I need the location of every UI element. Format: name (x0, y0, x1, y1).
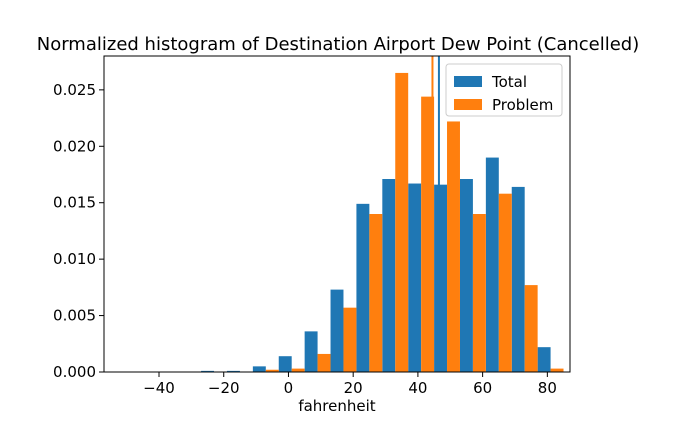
x-axis-label: fahrenheit (298, 397, 375, 415)
bar-problem-4 (317, 353, 331, 372)
bar-total-8 (408, 183, 422, 372)
x-tick-label: 20 (344, 379, 363, 397)
x-tick-label: −40 (143, 379, 175, 397)
bars-layer (201, 72, 564, 373)
plot-frame (103, 55, 571, 373)
bar-problem-10 (472, 214, 486, 372)
x-tick-label: 80 (538, 379, 557, 397)
mean-lines-layer (431, 56, 440, 372)
bar-total-3 (278, 356, 292, 372)
bar-total-0 (201, 370, 215, 372)
y-tick-label: 0.000 (53, 363, 96, 381)
bar-total-6 (356, 203, 370, 372)
bar-total-2 (252, 366, 266, 372)
bar-problem-12 (524, 285, 538, 372)
bar-problem-2 (265, 369, 279, 372)
y-tick-label: 0.025 (53, 81, 96, 99)
bar-problem-13 (550, 368, 564, 372)
legend: Total Problem (445, 63, 563, 117)
chart-title: Normalized histogram of Destination Airp… (37, 34, 640, 55)
y-tick-label: 0.010 (53, 250, 96, 268)
bar-total-7 (382, 179, 396, 372)
bar-problem-9 (447, 121, 460, 373)
y-tick-label: 0.005 (53, 307, 96, 325)
bar-total-10 (459, 179, 473, 372)
y-tick-label: 0.020 (53, 137, 96, 155)
bar-problem-6 (369, 214, 383, 372)
bar-problem-7 (395, 72, 409, 373)
bar-total-4 (304, 331, 318, 372)
bar-total-1 (226, 370, 240, 372)
x-tick-label: 40 (408, 379, 427, 397)
legend-swatch-problem (454, 99, 482, 110)
x-tick-label: 0 (284, 379, 294, 397)
bar-problem-8 (421, 96, 435, 372)
bar-total-13 (537, 347, 551, 372)
bar-total-12 (511, 186, 525, 372)
legend-swatch-total (454, 76, 482, 87)
axes-layer: −40 −20 0 20 40 60 80 0.000 0.005 0.010 0.015 0.020… (53, 55, 571, 397)
bar-total-9 (434, 184, 448, 372)
legend-label-problem: Problem (492, 96, 553, 114)
bar-problem-5 (343, 307, 357, 372)
y-tick-label: 0.015 (53, 194, 96, 212)
bar-problem-11 (498, 193, 512, 372)
bar-total-5 (330, 289, 344, 372)
bar-problem-3 (291, 368, 305, 372)
bar-total-11 (485, 157, 499, 372)
x-tick-label: 60 (473, 379, 492, 397)
legend-label-total: Total (491, 73, 527, 91)
x-tick-label: −20 (208, 379, 240, 397)
